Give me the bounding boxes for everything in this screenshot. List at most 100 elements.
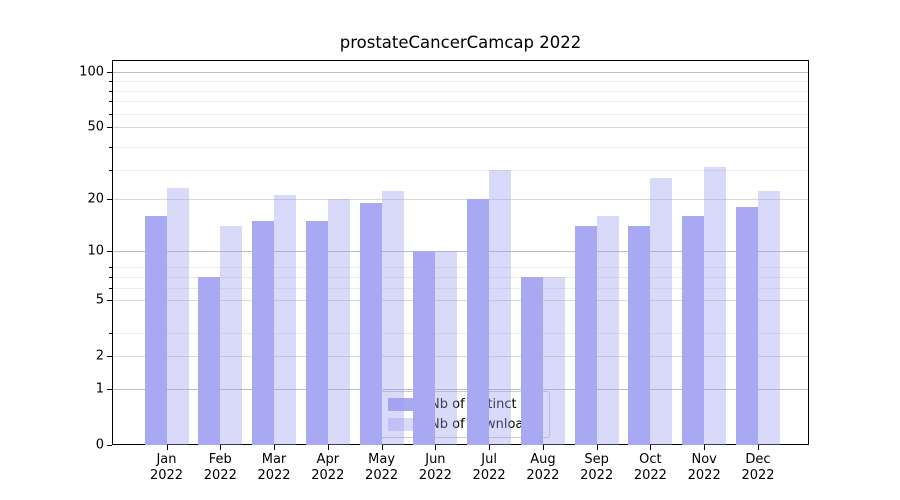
year-label: 2022 (311, 468, 345, 484)
year-label: 2022 (472, 468, 506, 484)
chart-title: prostateCancerCamcap 2022 (339, 33, 582, 52)
x-tick-dec (758, 445, 759, 450)
x-tick-label-sep: Sep 2022 (580, 452, 613, 485)
bar-downloads-apr (327, 198, 350, 445)
x-tick-jun (435, 445, 437, 450)
month-label: Nov (691, 452, 717, 467)
minor-gridline (113, 332, 808, 334)
month-label: Mar (261, 452, 287, 467)
y-tick-label-10: 10 (87, 243, 104, 259)
minor-gridline (113, 101, 808, 103)
bar-downloads-oct (650, 178, 673, 445)
month-label: Oct (639, 452, 662, 467)
month-label: Dec (745, 452, 771, 467)
bar-distinct-ips-apr (305, 220, 328, 445)
year-label: 2022 (580, 468, 614, 484)
bar-downloads-jan (166, 187, 189, 445)
x-tick-label-feb: Feb 2022 (204, 452, 237, 485)
x-tick-label-jan: Jan 2022 (150, 452, 183, 485)
y-minor-tick (109, 146, 112, 148)
y-minor-tick (109, 90, 112, 92)
bar-distinct-ips-oct (628, 225, 651, 445)
x-tick-jul (489, 445, 491, 450)
x-tick-sep (596, 445, 598, 450)
minor-gridline (113, 80, 808, 82)
y-tick-label-20: 20 (87, 191, 104, 207)
month-label: Aug (530, 452, 556, 467)
year-label: 2022 (741, 468, 775, 484)
x-tick-feb (220, 445, 222, 450)
y-tick-0 (107, 445, 112, 446)
minor-gridline (113, 113, 808, 115)
gridline-y-2 (113, 356, 808, 358)
bar-distinct-ips-feb (198, 276, 221, 445)
y-minor-tick (109, 101, 112, 103)
minor-gridline (113, 276, 808, 278)
bar-distinct-ips-nov (682, 215, 705, 445)
gridline-y-20 (113, 198, 808, 200)
legend-swatch-icon (388, 398, 421, 411)
bar-downloads-jun (435, 251, 458, 445)
y-tick-50 (107, 126, 112, 128)
year-label: 2022 (526, 468, 560, 484)
y-tick-label-1: 1 (95, 381, 104, 397)
x-tick-oct (650, 445, 652, 450)
x-tick-label-mar: Mar 2022 (257, 452, 290, 485)
month-label: May (368, 452, 396, 467)
minor-gridline (113, 169, 808, 171)
minor-gridline (113, 267, 808, 269)
y-minor-tick (109, 80, 112, 82)
month-label: Feb (208, 452, 232, 467)
month-label: Jun (425, 452, 446, 467)
x-tick-nov (704, 445, 706, 450)
y-minor-tick (109, 287, 112, 289)
y-tick-5 (107, 300, 112, 301)
year-label: 2022 (687, 468, 721, 484)
bar-downloads-jul (489, 169, 512, 445)
minor-gridline (113, 287, 808, 289)
gridline-y-50 (113, 126, 808, 128)
y-tick-label-2: 2 (95, 348, 104, 364)
minor-gridline (113, 146, 808, 148)
x-tick-apr (327, 445, 329, 450)
bar-downloads-sep (596, 215, 619, 445)
x-tick-may (381, 445, 383, 450)
x-tick-label-aug: Aug 2022 (526, 452, 559, 485)
minor-gridline (113, 90, 808, 92)
y-minor-tick (109, 267, 112, 269)
bar-downloads-feb (220, 225, 243, 445)
x-tick-label-apr: Apr 2022 (311, 452, 344, 485)
y-tick-label-0: 0 (95, 437, 104, 453)
y-minor-tick (109, 169, 112, 171)
y-tick-10 (107, 251, 112, 252)
legend-swatch-icon (388, 418, 421, 431)
x-tick-label-nov: Nov 2022 (688, 452, 721, 485)
bar-distinct-ips-aug (520, 276, 543, 445)
month-label: Jul (481, 452, 497, 467)
bar-distinct-ips-jan (144, 215, 167, 445)
x-tick-label-oct: Oct 2022 (634, 452, 667, 485)
x-tick-label-jul: Jul 2022 (473, 452, 506, 485)
bar-distinct-ips-mar (252, 220, 274, 445)
year-label: 2022 (257, 468, 291, 484)
year-label: 2022 (633, 468, 667, 484)
year-label: 2022 (418, 468, 452, 484)
bar-distinct-ips-sep (574, 225, 597, 445)
bar-distinct-ips-jul (467, 198, 490, 445)
y-tick-20 (107, 198, 112, 200)
year-label: 2022 (149, 468, 184, 484)
bar-downloads-dec (758, 191, 780, 445)
year-label: 2022 (203, 468, 237, 484)
legend-item: Nb of distinct IPs (388, 397, 539, 412)
x-tick-mar (274, 445, 275, 450)
y-minor-tick (109, 332, 112, 334)
x-tick-label-jun: Jun 2022 (419, 452, 452, 485)
x-tick-aug (542, 445, 544, 450)
bar-downloads-nov (704, 167, 727, 445)
gridline-y-1 (113, 388, 808, 390)
gridline-y-10 (113, 251, 808, 252)
y-tick-label-50: 50 (87, 119, 104, 135)
legend-item: Nb of downloads (388, 417, 539, 432)
year-label: 2022 (365, 468, 399, 484)
